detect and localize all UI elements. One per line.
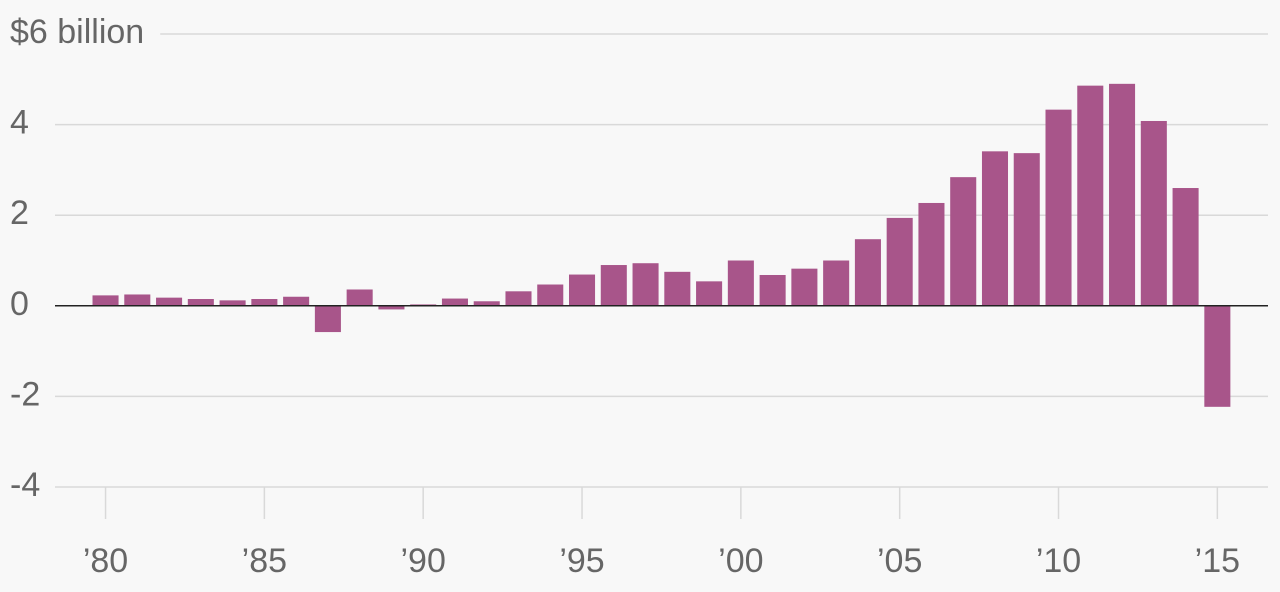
bar — [981, 151, 1009, 306]
bar — [823, 260, 850, 306]
y-tick-label: -4 — [10, 466, 40, 504]
bar — [854, 239, 881, 306]
bar — [1172, 188, 1199, 306]
bar — [1045, 109, 1072, 306]
bar — [156, 297, 183, 306]
bar — [632, 263, 659, 306]
bar — [441, 298, 468, 306]
bar — [124, 294, 151, 306]
bar — [1140, 120, 1167, 306]
y-tick-label: 2 — [10, 194, 29, 232]
y-tick-label: $6 billion — [10, 13, 144, 51]
bar — [473, 301, 500, 306]
bar — [537, 284, 564, 306]
bar — [918, 202, 945, 306]
x-tick-label: ’90 — [401, 542, 446, 580]
bar — [378, 305, 405, 310]
x-tick-label: ’05 — [877, 542, 922, 580]
bar — [950, 177, 977, 306]
bar — [569, 274, 596, 306]
bar — [219, 300, 246, 306]
bar — [759, 274, 786, 306]
bar — [251, 299, 278, 306]
bar — [886, 217, 913, 306]
x-tick-label: ’15 — [1195, 542, 1240, 580]
bar — [1204, 305, 1231, 407]
bar — [696, 281, 723, 306]
x-tick-label: ’10 — [1036, 542, 1081, 580]
x-tick-label: ’80 — [83, 542, 128, 580]
y-tick-label: 0 — [10, 285, 29, 323]
y-tick-label: 4 — [10, 104, 29, 142]
bar — [664, 271, 691, 306]
x-tick-label: ’00 — [718, 542, 763, 580]
bar — [92, 295, 119, 306]
bar — [727, 260, 754, 306]
x-tick-label: ’95 — [559, 542, 604, 580]
y-tick-label: -2 — [10, 375, 40, 413]
bar — [346, 289, 373, 306]
bar — [1109, 83, 1136, 306]
bar — [1013, 153, 1040, 306]
bar — [1077, 85, 1104, 306]
x-tick-label: ’85 — [242, 542, 287, 580]
bar — [187, 299, 214, 306]
bar — [600, 265, 627, 306]
bar — [505, 291, 532, 306]
bar — [314, 305, 341, 333]
bar — [283, 296, 310, 306]
bar — [791, 268, 818, 306]
